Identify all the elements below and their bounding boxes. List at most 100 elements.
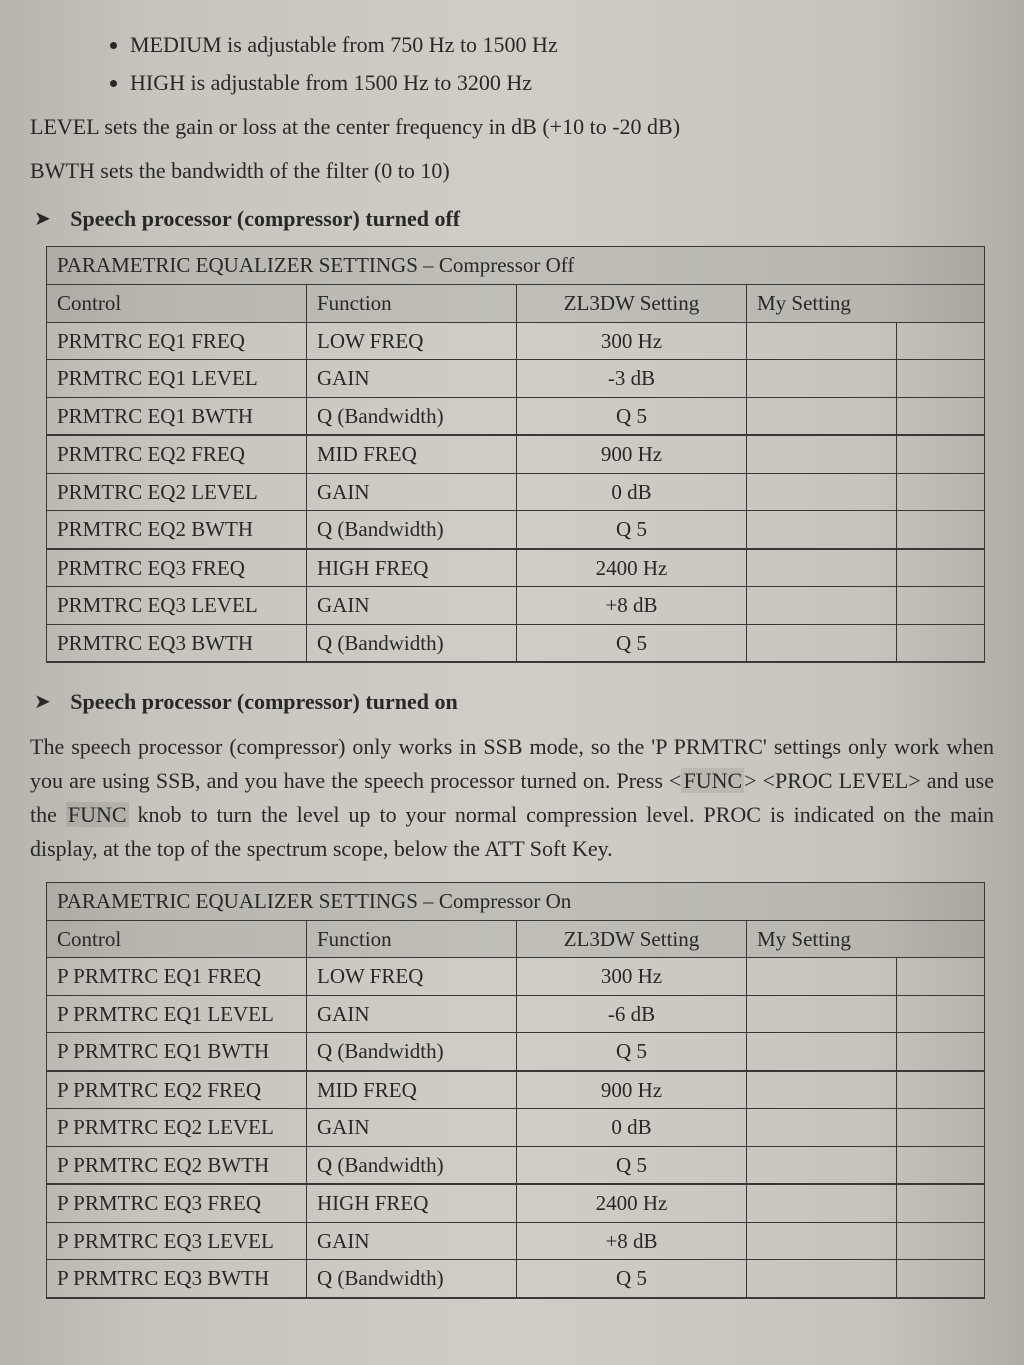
cell: HIGH FREQ [307,1184,517,1222]
table-row: P PRMTRC EQ2 BWTH Q (Bandwidth) Q 5 [47,1146,985,1184]
section-heading-text: Speech processor (compressor) turned on [70,689,457,714]
table-row: PRMTRC EQ1 FREQ LOW FREQ 300 Hz [47,322,985,360]
table-row: PRMTRC EQ2 LEVEL GAIN 0 dB [47,473,985,511]
cell: PRMTRC EQ2 FREQ [47,435,307,473]
cell: 0 dB [517,473,747,511]
cell: Q (Bandwidth) [307,1033,517,1071]
cell: P PRMTRC EQ2 BWTH [47,1146,307,1184]
cell [747,1071,897,1109]
cell: 300 Hz [517,958,747,996]
cell: 2400 Hz [517,1184,747,1222]
cell [897,322,985,360]
cell: Q 5 [517,511,747,549]
bwth-line: BWTH sets the bandwidth of the filter (0… [30,154,994,188]
cell: -3 dB [517,360,747,398]
cell [747,958,897,996]
cell: P PRMTRC EQ2 LEVEL [47,1109,307,1147]
cell: 2400 Hz [517,549,747,587]
col-header: Function [307,920,517,958]
cell: 900 Hz [517,435,747,473]
table-row: P PRMTRC EQ3 BWTH Q (Bandwidth) Q 5 [47,1260,985,1298]
section-heading-off: ➤ Speech processor (compressor) turned o… [30,202,994,236]
cell [747,1222,897,1260]
cell [897,1071,985,1109]
cell [747,435,897,473]
table-row: PRMTRC EQ3 LEVEL GAIN +8 dB [47,587,985,625]
cell [747,360,897,398]
col-header: My Setting [747,920,985,958]
cell [897,995,985,1033]
cell: PRMTRC EQ3 FREQ [47,549,307,587]
section-heading-text: Speech processor (compressor) turned off [70,206,460,231]
cell: GAIN [307,587,517,625]
cell [747,322,897,360]
table-row: P PRMTRC EQ1 LEVEL GAIN -6 dB [47,995,985,1033]
cell [747,473,897,511]
cell: GAIN [307,1109,517,1147]
cell: Q (Bandwidth) [307,397,517,435]
cell: PRMTRC EQ3 LEVEL [47,587,307,625]
cell: PRMTRC EQ1 BWTH [47,397,307,435]
table-row: P PRMTRC EQ3 LEVEL GAIN +8 dB [47,1222,985,1260]
cell [897,1260,985,1298]
col-header: Function [307,285,517,323]
cell [897,397,985,435]
eq-table-on: PARAMETRIC EQUALIZER SETTINGS – Compress… [46,882,985,1299]
arrow-icon: ➤ [34,687,51,718]
cell: 900 Hz [517,1071,747,1109]
table-row: PRMTRC EQ3 FREQ HIGH FREQ 2400 Hz [47,549,985,587]
cell: Q 5 [517,1033,747,1071]
table-row: PRMTRC EQ3 BWTH Q (Bandwidth) Q 5 [47,624,985,662]
text: knob to turn the level up to your normal… [30,802,994,861]
cell: 0 dB [517,1109,747,1147]
cell: P PRMTRC EQ3 BWTH [47,1260,307,1298]
section-heading-on: ➤ Speech processor (compressor) turned o… [30,685,994,719]
cell: GAIN [307,995,517,1033]
cell [897,360,985,398]
cell: LOW FREQ [307,322,517,360]
table-row: P PRMTRC EQ3 FREQ HIGH FREQ 2400 Hz [47,1184,985,1222]
table-title: PARAMETRIC EQUALIZER SETTINGS – Compress… [47,882,985,920]
cell: +8 dB [517,1222,747,1260]
col-header: My Setting [747,285,985,323]
cell: PRMTRC EQ2 LEVEL [47,473,307,511]
cell [897,624,985,662]
cell [747,1184,897,1222]
cell: PRMTRC EQ1 LEVEL [47,360,307,398]
cell [897,549,985,587]
cell: PRMTRC EQ1 FREQ [47,322,307,360]
cell [897,435,985,473]
cell: +8 dB [517,587,747,625]
cell: Q 5 [517,1260,747,1298]
level-line: LEVEL sets the gain or loss at the cente… [30,110,994,144]
cell: P PRMTRC EQ1 BWTH [47,1033,307,1071]
cell [897,1184,985,1222]
eq-table-off: PARAMETRIC EQUALIZER SETTINGS – Compress… [46,246,985,663]
cell: Q (Bandwidth) [307,624,517,662]
cell: PRMTRC EQ3 BWTH [47,624,307,662]
cell: Q 5 [517,624,747,662]
table-row: P PRMTRC EQ2 LEVEL GAIN 0 dB [47,1109,985,1147]
cell [897,1033,985,1071]
cell: Q 5 [517,1146,747,1184]
cell: MID FREQ [307,435,517,473]
cell: Q 5 [517,397,747,435]
cell [897,587,985,625]
cell: GAIN [307,473,517,511]
cell: HIGH FREQ [307,549,517,587]
table-row: PRMTRC EQ2 BWTH Q (Bandwidth) Q 5 [47,511,985,549]
cell [747,624,897,662]
cell: PRMTRC EQ2 BWTH [47,511,307,549]
table-row: P PRMTRC EQ1 FREQ LOW FREQ 300 Hz [47,958,985,996]
bullet-item: HIGH is adjustable from 1500 Hz to 3200 … [130,66,994,100]
cell: P PRMTRC EQ1 LEVEL [47,995,307,1033]
cell [897,1222,985,1260]
cell [897,1146,985,1184]
cell [747,1260,897,1298]
col-header: Control [47,285,307,323]
table-row: PRMTRC EQ1 LEVEL GAIN -3 dB [47,360,985,398]
bullet-list: MEDIUM is adjustable from 750 Hz to 1500… [30,28,994,100]
col-header: ZL3DW Setting [517,285,747,323]
table-row: P PRMTRC EQ2 FREQ MID FREQ 900 Hz [47,1071,985,1109]
highlight-func: FUNC [66,802,129,827]
